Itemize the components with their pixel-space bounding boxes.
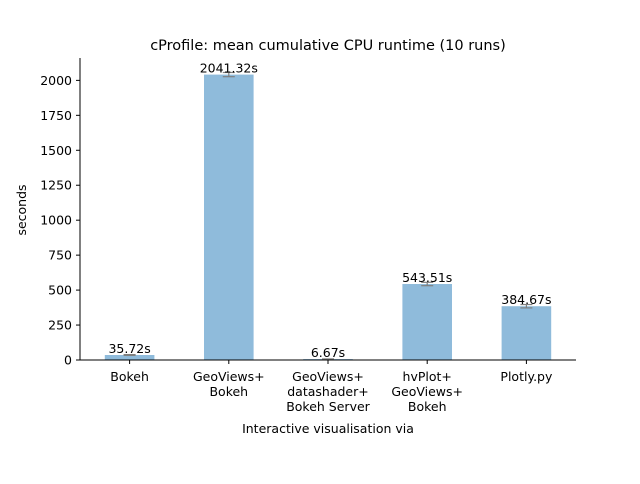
data-label: 35.72s — [108, 341, 150, 356]
x-tick-label-line: datashader+ — [287, 384, 369, 399]
bar — [402, 284, 452, 360]
x-tick-label: GeoViews+ Bokeh — [193, 369, 265, 399]
bar — [204, 74, 254, 360]
chart-title: cProfile: mean cumulative CPU runtime (1… — [150, 38, 506, 54]
y-tick-label: 1000 — [40, 213, 72, 228]
x-axis-title: Interactive visualisation via — [242, 421, 414, 436]
data-label: 6.67s — [311, 345, 345, 360]
data-label: 384.67s — [501, 292, 551, 307]
x-tick-label-line: Bokeh — [209, 384, 248, 399]
y-tick-label: 250 — [48, 318, 72, 333]
x-tick-label-line: GeoViews+ — [391, 384, 463, 399]
bar — [104, 355, 155, 360]
x-tick-label-line: Bokeh Server — [286, 399, 370, 414]
data-label: 543.51s — [402, 270, 452, 285]
x-tick-label-line: Plotly.py — [500, 369, 553, 384]
bar — [501, 306, 552, 360]
x-tick-label-line: GeoViews+ — [193, 369, 265, 384]
y-tick-label: 750 — [48, 248, 72, 263]
y-axis-title: seconds — [14, 184, 29, 235]
y-tick-label: 1750 — [40, 108, 72, 123]
data-label: 2041.32s — [200, 61, 258, 76]
x-tick-label-line: Bokeh — [408, 399, 447, 414]
x-tick-label: hvPlot+ GeoViews+ Bokeh — [391, 369, 463, 414]
x-tick-label: GeoViews+ datashader+ Bokeh Server — [286, 369, 370, 414]
x-tick-label-line: hvPlot+ — [403, 369, 452, 384]
y-tick-label: 500 — [48, 283, 72, 298]
y-tick-label: 1500 — [40, 143, 72, 158]
y-tick-label: 0 — [64, 353, 72, 368]
x-tick-label: Plotly.py — [500, 369, 553, 384]
y-tick-label: 1250 — [40, 178, 72, 193]
x-tick-label: Bokeh — [110, 369, 149, 384]
y-tick-label: 2000 — [40, 73, 72, 88]
x-tick-label-line: Bokeh — [110, 369, 149, 384]
x-tick-label-line: GeoViews+ — [292, 369, 364, 384]
